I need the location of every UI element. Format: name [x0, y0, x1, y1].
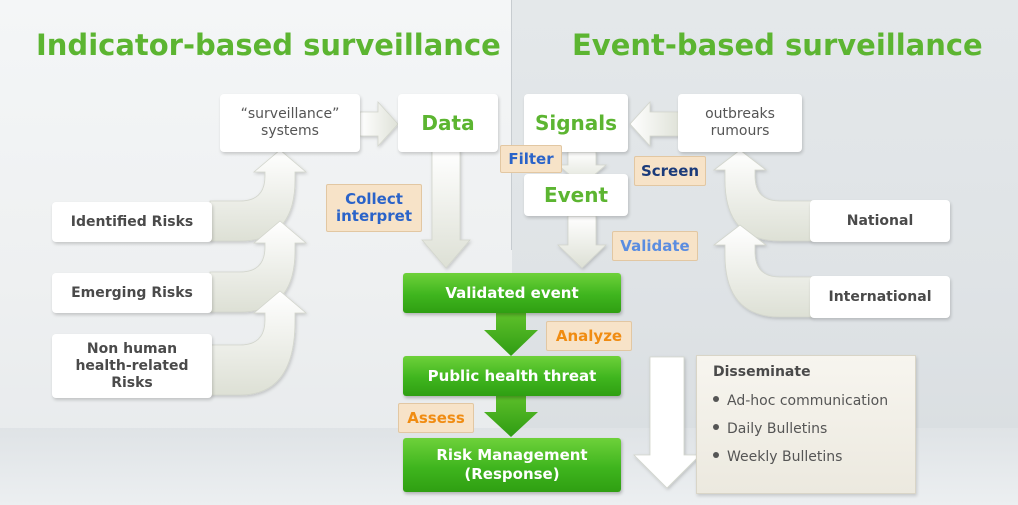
non-human-line-2: health-related — [75, 357, 189, 374]
risk-management-line-2: (Response) — [464, 465, 560, 483]
international-label: International — [828, 288, 932, 305]
risk-management-box: Risk Management (Response) — [403, 438, 621, 492]
screen-tag: Screen — [634, 156, 706, 186]
data-to-validated-arrow — [421, 149, 471, 269]
signals-box: Signals — [524, 94, 628, 152]
public-health-threat-label: Public health threat — [427, 366, 597, 385]
non-human-risks-box: Non human health-related Risks — [52, 334, 212, 398]
collect-interpret-tag: Collect interpret — [326, 184, 422, 232]
systems-to-data-arrow — [359, 100, 399, 148]
disseminate-panel: Disseminate Ad-hoc communication Daily B… — [696, 355, 916, 494]
outbreaks-to-signals-arrow — [629, 100, 681, 148]
indicator-heading: Indicator-based surveillance — [36, 28, 501, 62]
non-human-line-3: Risks — [111, 374, 153, 391]
risk-management-line-1: Risk Management — [436, 446, 588, 464]
national-label: National — [846, 212, 914, 229]
risk-to-systems-arrows — [209, 149, 308, 396]
data-box: Data — [398, 94, 498, 152]
disseminate-item-label: Ad-hoc communication — [727, 393, 889, 409]
panel-divider — [511, 0, 512, 250]
disseminate-item-label: Weekly Bulletins — [727, 449, 843, 465]
analyze-tag: Analyze — [546, 321, 632, 351]
event-to-validated-arrow — [557, 215, 607, 269]
bullet-icon — [713, 396, 719, 402]
collect-line-1: Collect — [345, 190, 403, 208]
signals-label: Signals — [534, 111, 618, 135]
data-label: Data — [421, 111, 475, 135]
event-label: Event — [543, 183, 609, 207]
disseminate-list: Ad-hoc communication Daily Bulletins Wee… — [713, 392, 888, 476]
assess-tag: Assess — [398, 403, 474, 433]
non-human-line-1: Non human — [86, 340, 178, 357]
surveillance-systems-line-2: systems — [261, 123, 319, 139]
disseminate-item-label: Daily Bulletins — [727, 421, 828, 437]
disseminate-item: Weekly Bulletins — [713, 448, 888, 476]
identified-risks-box: Identified Risks — [52, 202, 212, 242]
filter-tag: Filter — [500, 145, 562, 173]
international-box: International — [810, 276, 950, 318]
validated-event-label: Validated event — [445, 283, 579, 302]
event-heading: Event-based surveillance — [572, 28, 983, 62]
validate-tag: Validate — [612, 231, 698, 261]
disseminate-title: Disseminate — [713, 364, 811, 380]
outbreaks-line-1: outbreaks — [705, 106, 775, 122]
disseminate-item: Daily Bulletins — [713, 420, 888, 448]
validated-event-box: Validated event — [403, 273, 621, 313]
disseminate-item: Ad-hoc communication — [713, 392, 888, 420]
surveillance-systems-box: “surveillance” systems — [220, 94, 360, 152]
public-health-threat-box: Public health threat — [403, 356, 621, 396]
bullet-icon — [713, 424, 719, 430]
event-box: Event — [524, 174, 628, 216]
emerging-risks-label: Emerging Risks — [71, 284, 193, 301]
disseminate-arrow — [633, 356, 701, 489]
validated-to-threat-arrow — [484, 313, 538, 356]
emerging-risks-box: Emerging Risks — [52, 273, 212, 313]
identified-risks-label: Identified Risks — [70, 213, 194, 230]
threat-to-risk-arrow — [484, 393, 538, 437]
national-box: National — [810, 200, 950, 242]
bullet-icon — [713, 452, 719, 458]
collect-line-2: interpret — [335, 207, 413, 225]
sources-to-outbreaks-arrows — [712, 149, 813, 318]
outbreaks-line-2: rumours — [710, 123, 770, 139]
outbreaks-box: outbreaks rumours — [678, 94, 802, 152]
surveillance-systems-line-1: “surveillance” — [240, 106, 340, 122]
